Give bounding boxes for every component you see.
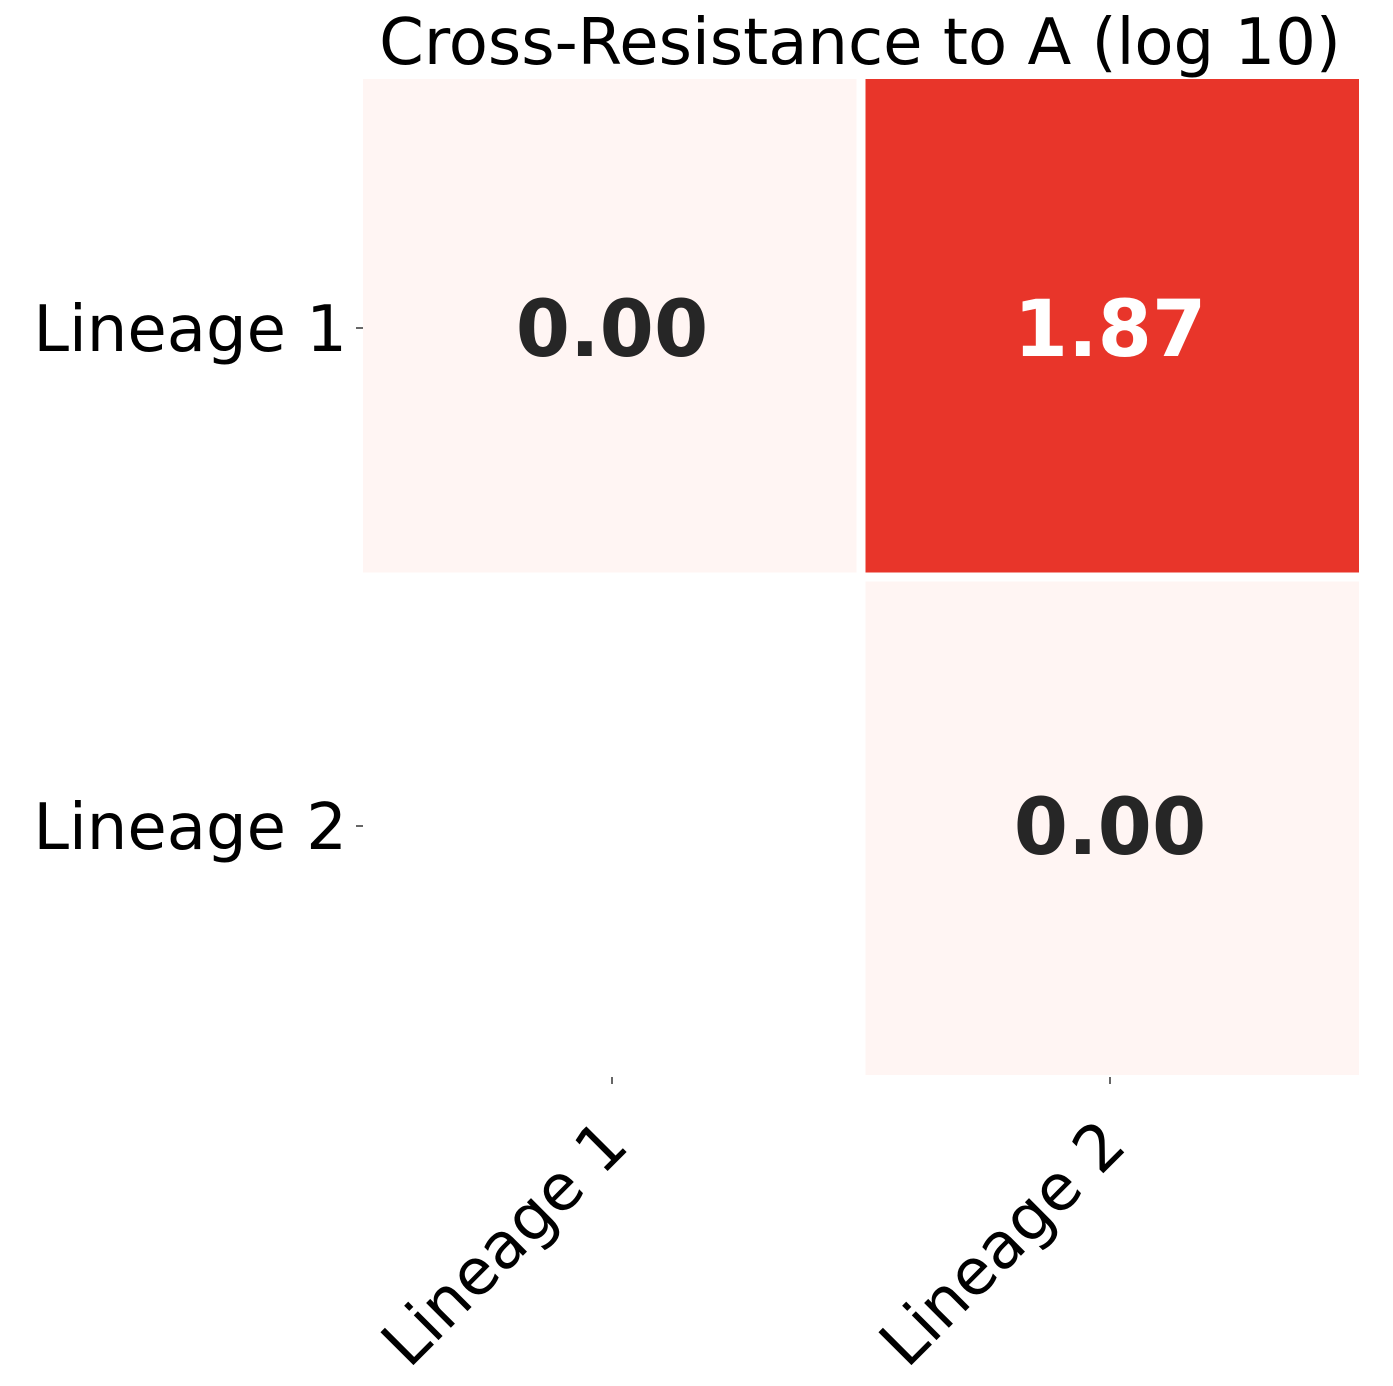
cell-value-label: 0.00 [516,285,708,375]
heatmap-cell [363,79,857,573]
heatmap-cells [363,79,1359,1075]
x-tick-label: Lineage 1 [368,1107,642,1381]
y-tick-label: Lineage 2 [33,791,347,865]
cell-value-label: 0.00 [1014,783,1206,873]
x-axis: Lineage 1 Lineage 2 [368,1077,1140,1381]
heatmap-cell [865,581,1359,1075]
heatmap-cell-labels: 0.00 1.87 0.00 [516,285,1206,873]
y-axis: Lineage 1 Lineage 2 [33,293,363,865]
cell-value-label: 1.87 [1014,285,1206,375]
x-tick-label: Lineage 2 [866,1107,1140,1381]
heatmap-cell [865,79,1359,573]
y-tick-label: Lineage 1 [33,293,347,367]
chart-title: Cross-Resistance to A (log 10) [379,6,1341,80]
